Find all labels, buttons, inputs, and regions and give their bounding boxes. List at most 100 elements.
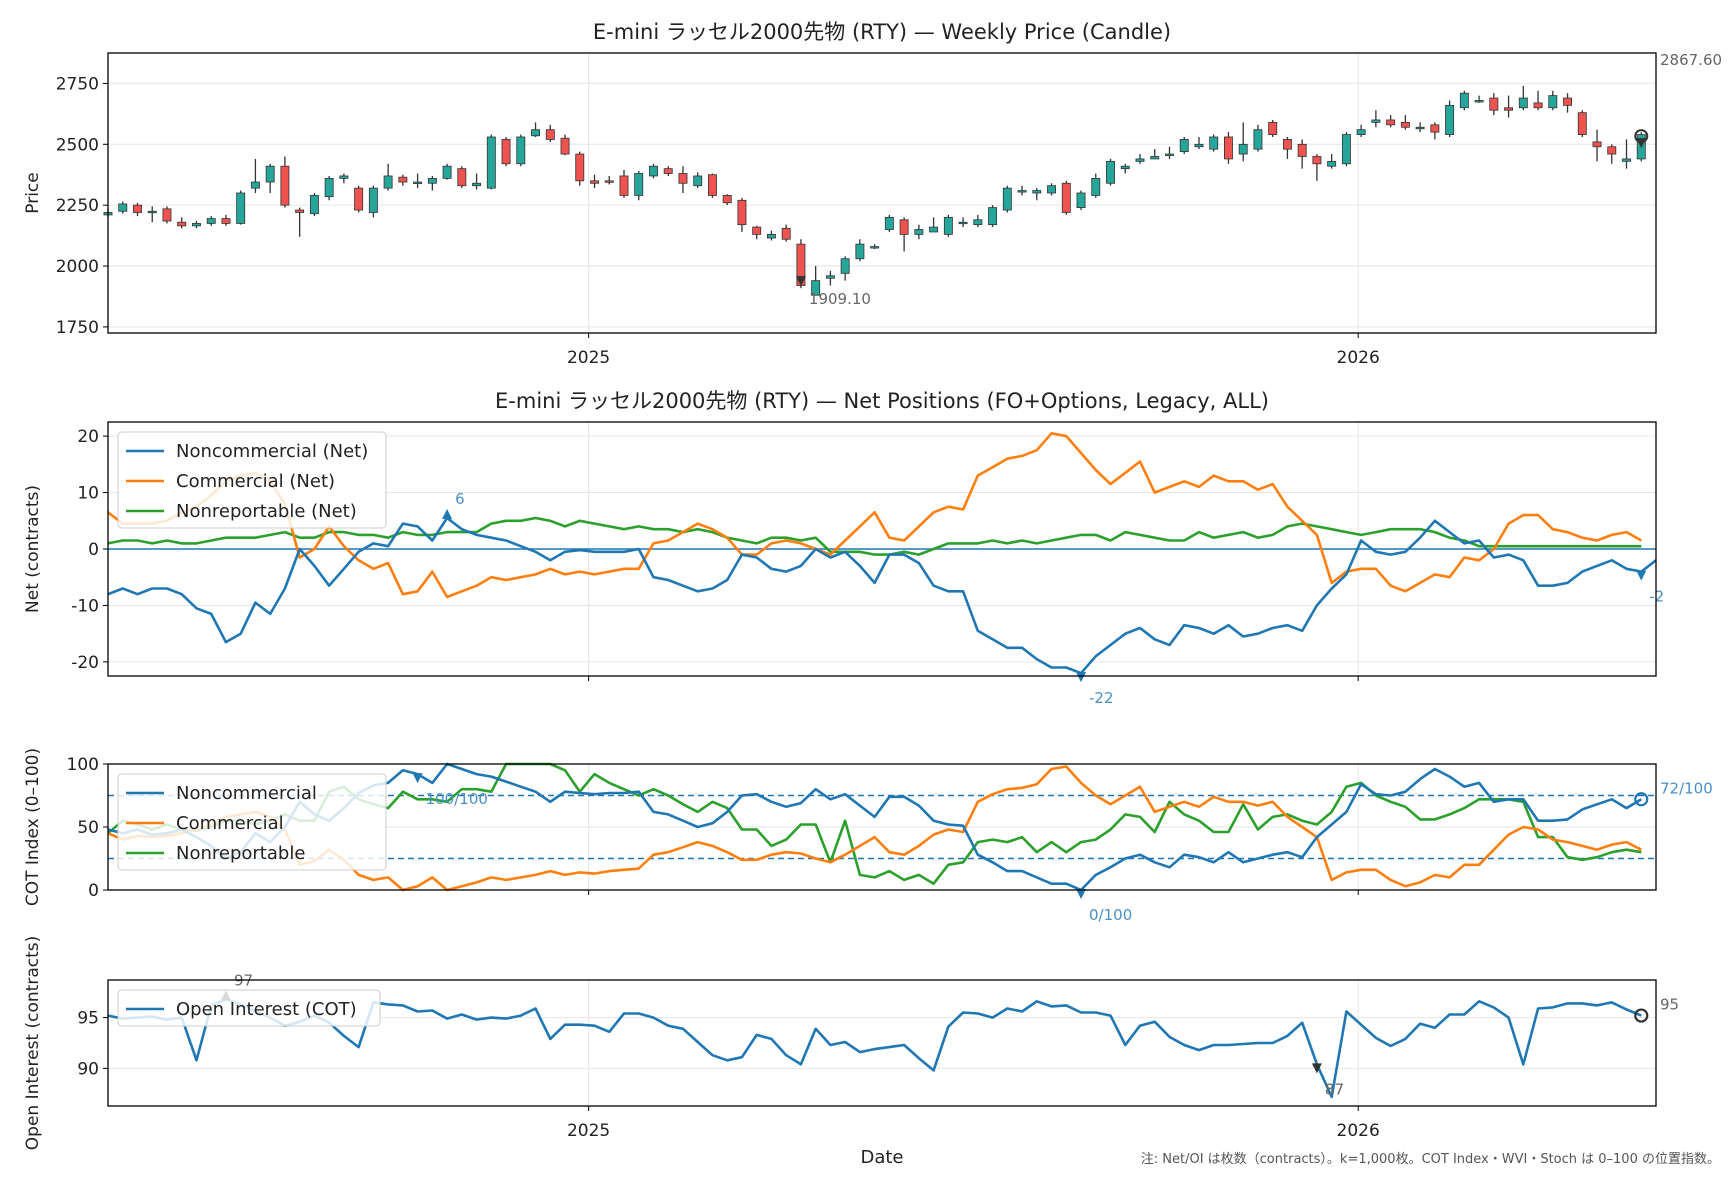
last-point-marker bbox=[1634, 792, 1649, 807]
candle-body bbox=[383, 175, 393, 189]
candle-body bbox=[1312, 156, 1322, 165]
candle-body bbox=[1577, 112, 1587, 135]
candle-body bbox=[1415, 126, 1425, 130]
candle-body bbox=[1356, 129, 1366, 135]
min-marker bbox=[1636, 570, 1647, 581]
candle-body bbox=[884, 216, 894, 230]
candle-body bbox=[752, 226, 762, 235]
candle-body bbox=[1165, 153, 1174, 156]
series-line-1 bbox=[107, 516, 1657, 675]
candle-body bbox=[472, 182, 482, 187]
candle-body bbox=[1253, 129, 1263, 150]
y-tick-label: -20 bbox=[71, 653, 99, 673]
candle-body bbox=[943, 216, 953, 235]
candle-body bbox=[280, 165, 290, 206]
y-axis-label: Net (contracts) bbox=[23, 485, 43, 613]
candle-body bbox=[265, 165, 275, 183]
candle-body bbox=[988, 207, 998, 226]
min-marker bbox=[795, 276, 806, 287]
y-tick-label: 10 bbox=[77, 484, 99, 504]
min-label: 100/100 bbox=[426, 790, 488, 808]
candle-body bbox=[1017, 190, 1027, 193]
min-label: 1909.10 bbox=[809, 290, 871, 308]
candle-body bbox=[1282, 139, 1292, 150]
y-tick-label: 100 bbox=[67, 755, 99, 775]
candle-body bbox=[722, 195, 732, 204]
candle-body bbox=[1194, 143, 1204, 148]
candle-body bbox=[855, 243, 865, 260]
min-label: -2 bbox=[1649, 588, 1664, 606]
panel-4: 90 95 2025 2026 Open Interest (contracts) Dat… bbox=[23, 936, 1679, 1168]
candle-body bbox=[1076, 192, 1086, 209]
candle-body bbox=[1135, 158, 1145, 162]
panel-1: 1750 2000 2250 2500 2750 2025 2026 E-mini ラッセル2… bbox=[23, 20, 1722, 368]
max-marker bbox=[442, 508, 453, 519]
panel-3: 0 50 100 COT Index (0–100) 100/100 0/100 72/10… bbox=[23, 748, 1713, 924]
candle-body bbox=[1474, 100, 1484, 103]
candle-body bbox=[781, 227, 791, 240]
candle-body bbox=[1563, 97, 1572, 106]
last-value-label: 95 bbox=[1660, 996, 1679, 1014]
candle-body bbox=[250, 181, 260, 189]
series-line-2 bbox=[107, 432, 1642, 599]
candle-body bbox=[427, 177, 437, 184]
legend-label: Noncommercial (Net) bbox=[176, 441, 368, 462]
legend-box bbox=[117, 989, 381, 1027]
candle-body bbox=[870, 246, 880, 249]
candle-body bbox=[1120, 165, 1130, 170]
y-tick-label: 2000 bbox=[56, 257, 99, 277]
candle-body bbox=[486, 136, 496, 189]
x-tick-label: 2026 bbox=[1337, 1121, 1380, 1141]
candle-body bbox=[1607, 146, 1617, 155]
candle-body bbox=[221, 218, 231, 224]
x-axis-label: Date bbox=[860, 1147, 903, 1168]
y-tick-label: 50 bbox=[77, 818, 99, 838]
candle-body bbox=[1268, 121, 1278, 135]
candle-body bbox=[1445, 104, 1455, 135]
candle-body bbox=[1061, 182, 1071, 213]
y-tick-label: -10 bbox=[71, 596, 99, 616]
candle-body bbox=[368, 187, 378, 213]
candle-body bbox=[1400, 121, 1410, 128]
candle-body bbox=[840, 258, 850, 274]
y-tick-label: 2250 bbox=[56, 196, 99, 216]
candle-body bbox=[1179, 139, 1189, 153]
last-value-label: 72/100 bbox=[1660, 779, 1713, 797]
y-tick-label: 20 bbox=[77, 427, 99, 447]
candle-body bbox=[1386, 119, 1396, 126]
candle-body bbox=[545, 129, 555, 140]
candle-body bbox=[1047, 185, 1056, 194]
max-label: 6 bbox=[455, 490, 465, 508]
candle-body bbox=[324, 177, 334, 198]
candle-body bbox=[1209, 136, 1219, 150]
min-label: 0/100 bbox=[1089, 906, 1132, 924]
candle-body bbox=[929, 226, 939, 233]
y-tick-label: 90 bbox=[77, 1059, 99, 1079]
candle-body bbox=[619, 175, 629, 196]
candle-body bbox=[1371, 119, 1381, 123]
panel-2: -20 -10 0 10 20 E-mini ラッセル2000先物 (RTY) — Net… bbox=[23, 389, 1664, 707]
series-line-3 bbox=[107, 516, 1642, 556]
candle-body bbox=[811, 280, 821, 296]
candle-body bbox=[1224, 136, 1233, 160]
candle-body bbox=[1002, 187, 1012, 211]
candle-body bbox=[398, 176, 408, 183]
candle-body bbox=[958, 221, 968, 225]
plot-frame bbox=[107, 52, 1657, 334]
legend-box bbox=[117, 431, 387, 529]
candle-body bbox=[1091, 177, 1101, 196]
candle-body bbox=[177, 221, 187, 227]
y-axis-label: COT Index (0–100) bbox=[23, 748, 43, 906]
candle-body bbox=[766, 233, 776, 239]
candle-body bbox=[634, 173, 644, 196]
legend-label: Noncommercial bbox=[176, 783, 317, 804]
candle-body bbox=[1032, 190, 1042, 194]
plot-frame bbox=[107, 763, 1657, 891]
candle-body bbox=[309, 195, 319, 215]
y-tick-label: 0 bbox=[88, 881, 99, 901]
candle-body bbox=[1592, 141, 1602, 148]
candle-body bbox=[590, 180, 599, 184]
candle-body bbox=[1238, 143, 1248, 155]
last-marker-arrow bbox=[1636, 138, 1647, 149]
legend-label: Commercial bbox=[176, 813, 284, 834]
